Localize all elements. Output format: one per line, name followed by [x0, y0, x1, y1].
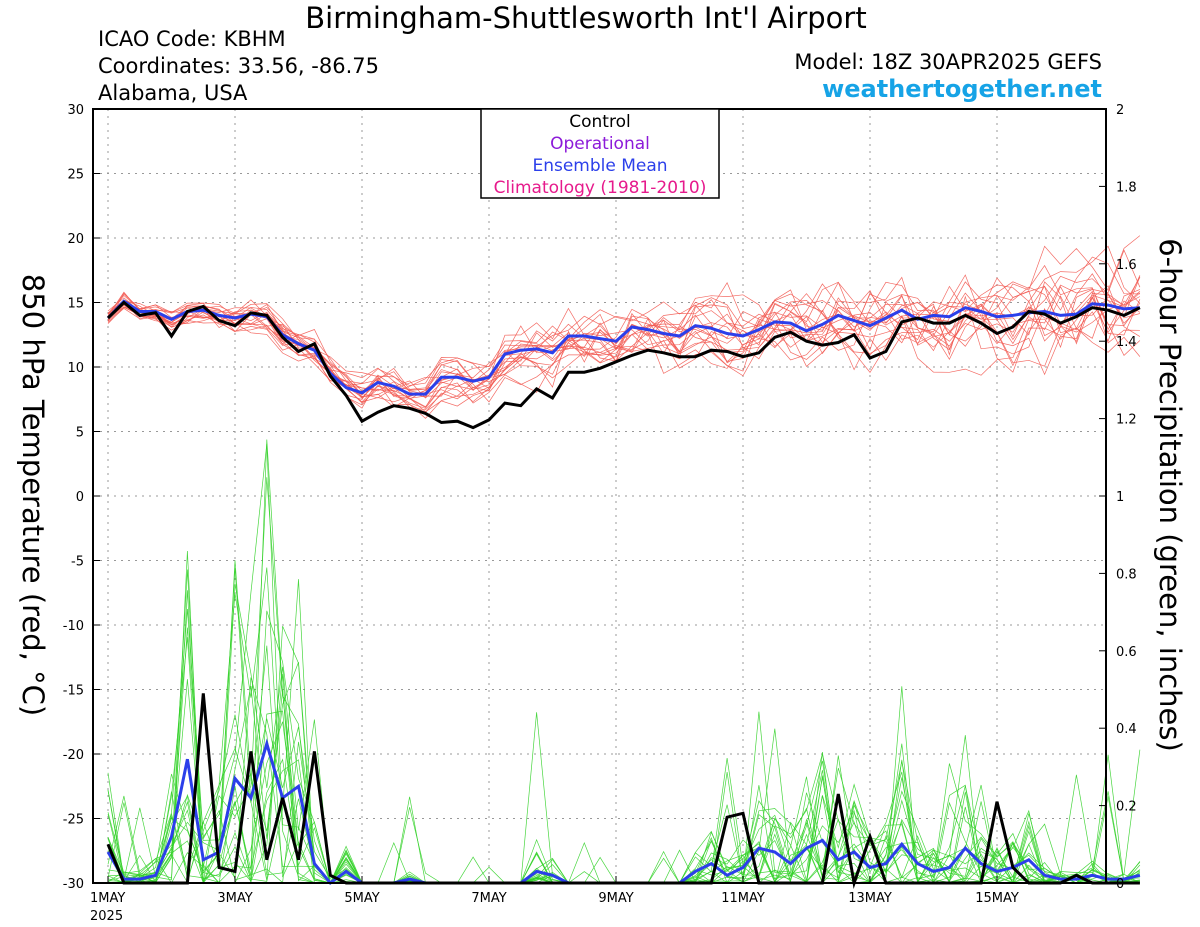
chart-title: Birmingham-Shuttlesworth Int'l Airport: [305, 1, 867, 35]
y-left-tick-label: -30: [63, 877, 84, 892]
y-right-tick-label: 1.2: [1116, 413, 1137, 428]
precipitation-member-line: [107, 679, 1141, 884]
y-left-tick-label: 20: [67, 232, 84, 247]
x-tick-label: 9MAY: [598, 891, 633, 906]
y-left-tick-label: -5: [71, 555, 84, 570]
x-tick-sublabel: 2025: [90, 909, 123, 924]
x-tick-label: 5MAY: [344, 891, 379, 906]
y-left-tick-label: -20: [63, 748, 84, 763]
temperature-control-line: [106, 300, 1141, 430]
y-right-tick-label: 0.2: [1116, 800, 1137, 815]
y-left-tick-label: -10: [63, 619, 84, 634]
temperature-member-line: [107, 275, 1141, 413]
y-right-tick-label: 0.4: [1116, 722, 1137, 737]
y-right-tick-label: 1.4: [1116, 335, 1137, 350]
y-left-tick-label: -15: [63, 684, 84, 699]
y-right-tick-label: 1.8: [1116, 180, 1137, 195]
y-left-tick-label: -25: [63, 813, 84, 828]
temperature-member-line: [107, 293, 1140, 413]
y-left-tick-label: 5: [76, 426, 84, 441]
y-left-tick-label: 0: [76, 490, 84, 505]
grid-lines: [93, 108, 1106, 884]
x-tick-label: 7MAY: [471, 891, 506, 906]
x-tick-label: 13MAY: [848, 891, 892, 906]
x-tick-label: 15MAY: [975, 891, 1019, 906]
x-tick-label: 1MAY: [90, 891, 125, 906]
coordinates: Coordinates: 33.56, -86.75: [98, 54, 379, 78]
temperature-member-line: [107, 294, 1141, 396]
icao-code: ICAO Code: KBHM: [98, 27, 286, 51]
y-right-tick-label: 0: [1116, 877, 1124, 892]
precipitation-member-line: [107, 673, 1140, 884]
y-right-tick-label: 0.8: [1116, 567, 1137, 582]
legend-entry: Climatology (1981-2010): [494, 178, 707, 198]
y-right-tick-label: 1.6: [1116, 258, 1137, 273]
y-right-tick-label: 2: [1116, 103, 1124, 118]
y-right-tick-label: 0.6: [1116, 645, 1137, 660]
y-axis-left-label: 850 hPa Temperature (red, °C): [16, 273, 50, 717]
legend-entry: Operational: [550, 134, 650, 154]
axes: 302520151050-5-10-15-20-25-3021.81.61.41…: [63, 103, 1137, 924]
temperature-member-line: [107, 249, 1141, 403]
temperature-member-line: [107, 285, 1141, 419]
y-left-tick-label: 25: [67, 168, 84, 183]
x-tick-label: 11MAY: [721, 891, 765, 906]
temperature-member-line: [107, 276, 1141, 399]
site-link[interactable]: weathertogether.net: [822, 75, 1102, 103]
main-series: [106, 299, 1141, 889]
y-right-tick-label: 1: [1116, 490, 1124, 505]
precipitation-member-lines: [107, 439, 1141, 885]
temperature-member-line: [107, 264, 1141, 399]
y-left-tick-label: 10: [67, 361, 84, 376]
y-axis-right-label: 6-hour Precipitation (green, inches): [1153, 238, 1187, 752]
legend-box: [480, 108, 720, 199]
region: Alabama, USA: [98, 81, 248, 105]
x-tick-label: 3MAY: [217, 891, 252, 906]
legend-entry: Ensemble Mean: [532, 156, 667, 176]
y-left-tick-label: 30: [67, 103, 84, 118]
y-left-tick-label: 15: [67, 297, 84, 312]
legend-entry: Control: [569, 112, 630, 132]
model-run: Model: 18Z 30APR2025 GEFS: [794, 50, 1102, 74]
